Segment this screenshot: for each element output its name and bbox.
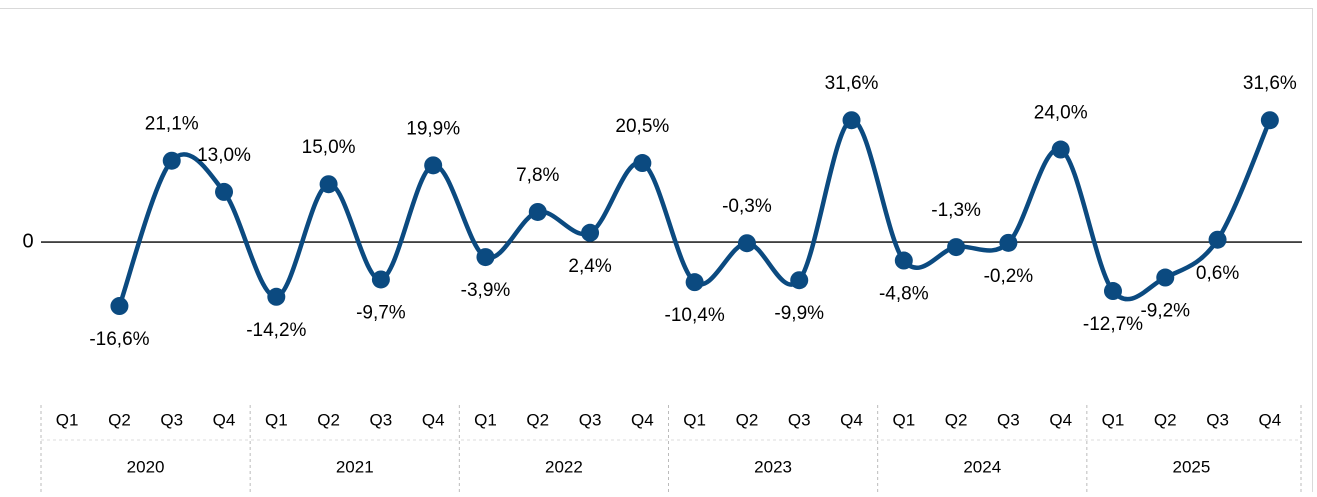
marker [162,151,181,170]
marker [110,297,129,316]
data-label: 0,6% [1196,263,1239,284]
data-label: 31,6% [1243,73,1297,94]
data-label: -9,2% [1140,301,1190,322]
x-tick-label: Q4 [213,410,236,429]
x-tick-label: Q3 [1206,410,1229,429]
marker [999,233,1018,252]
x-tick-label: Q2 [1154,410,1177,429]
marker [894,251,913,270]
marker [842,111,861,130]
x-tick-label: Q1 [265,410,288,429]
data-label: -16,6% [89,329,149,350]
marker [215,182,234,201]
x-tick-label: Q2 [317,410,340,429]
marker [1156,268,1175,287]
year-label: 2024 [963,457,1001,476]
data-label: -3,9% [461,280,511,301]
x-tick-label: Q2 [736,410,759,429]
x-tick-label: Q3 [997,410,1020,429]
marker [1103,282,1122,301]
data-label: 7,8% [516,165,559,186]
marker [633,154,652,173]
x-tick-label: Q3 [160,410,183,429]
marker [947,238,966,257]
data-label: 20,5% [615,116,669,137]
x-tick-label: Q4 [1049,410,1072,429]
x-tick-label: Q1 [56,410,79,429]
data-label: 19,9% [406,118,460,139]
year-label: 2022 [545,457,583,476]
data-label: -9,7% [356,302,406,323]
x-tick-label: Q3 [579,410,602,429]
marker [737,234,756,253]
marker [1260,111,1279,130]
data-label: -12,7% [1083,314,1143,335]
data-label: 21,1% [145,114,199,135]
x-tick-label: Q4 [1259,410,1282,429]
marker [267,287,286,306]
x-tick-label: Q1 [683,410,706,429]
data-label: 2,4% [568,256,611,277]
marker [581,223,600,242]
x-tick-label: Q2 [526,410,549,429]
x-tick-label: Q2 [945,410,968,429]
x-tick-label: Q1 [892,410,915,429]
x-tick-label: Q1 [474,410,497,429]
x-tick-label: Q4 [422,410,445,429]
x-tick-label: Q4 [840,410,863,429]
x-tick-label: Q1 [1102,410,1125,429]
data-label: -1,3% [931,200,981,221]
marker [790,271,809,290]
data-label: 15,0% [302,137,356,158]
marker [685,273,704,292]
year-label: 2020 [127,457,165,476]
marker [371,270,390,289]
data-label: -14,2% [246,320,306,341]
marker [319,175,338,194]
x-tick-label: Q2 [108,410,131,429]
y-tick-label: 0 [22,230,33,252]
marker [528,202,547,221]
year-label: 2023 [754,457,792,476]
data-label: -9,9% [774,303,824,324]
data-label: -0,3% [722,196,772,217]
data-label: 13,0% [197,145,251,166]
data-label: 31,6% [825,73,879,94]
marker [424,156,443,175]
year-label: 2025 [1173,457,1211,476]
data-label: 24,0% [1034,103,1088,124]
data-label: -10,4% [665,305,725,326]
marker [476,248,495,267]
marker [1051,140,1070,159]
x-tick-label: Q3 [788,410,811,429]
frame [0,8,1313,492]
x-tick-label: Q3 [370,410,393,429]
x-tick-label: Q4 [631,410,654,429]
year-label: 2021 [336,457,374,476]
data-label: -4,8% [879,284,929,305]
data-label: -0,2% [984,266,1034,287]
marker [1208,230,1227,249]
